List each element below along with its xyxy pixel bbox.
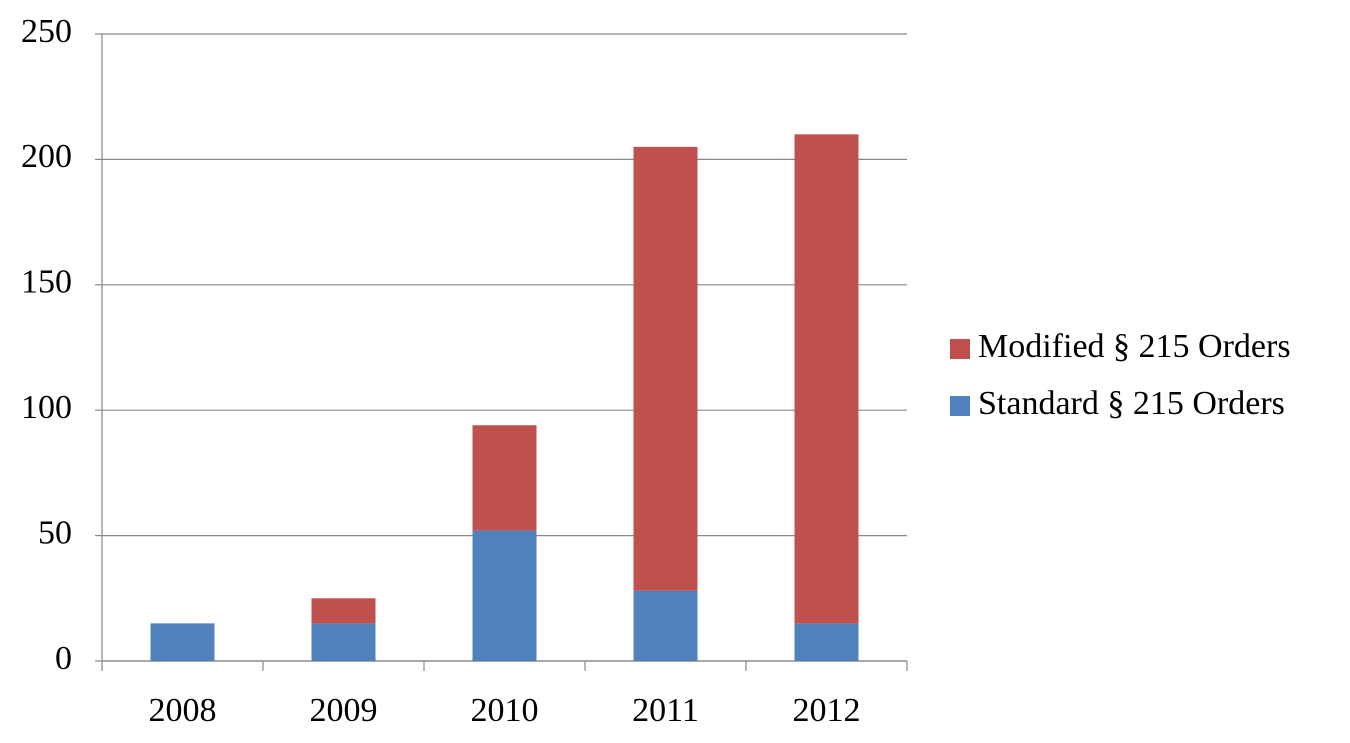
bar-segment xyxy=(633,590,698,661)
x-tick-label: 2010 xyxy=(471,692,539,729)
bar-segment xyxy=(311,623,376,661)
x-tick-label: 2009 xyxy=(310,692,378,729)
legend-label: Modified § 215 Orders xyxy=(978,328,1291,365)
y-tick-label: 50 xyxy=(38,514,72,551)
bar-segment xyxy=(794,623,859,661)
bar-segment xyxy=(633,146,698,591)
bar-segment xyxy=(472,530,537,661)
x-tick-label: 2008 xyxy=(149,692,217,729)
bar-segment xyxy=(150,623,215,661)
y-tick-label: 200 xyxy=(21,138,72,175)
y-tick-label: 250 xyxy=(21,13,72,50)
y-tick-label: 150 xyxy=(21,264,72,301)
bar-segment xyxy=(472,425,537,531)
bar-segment xyxy=(794,134,859,624)
legend-swatch xyxy=(950,396,970,416)
legend-swatch xyxy=(950,339,970,359)
y-tick-label: 0 xyxy=(55,640,72,677)
y-tick-label: 100 xyxy=(21,389,72,426)
x-tick-label: 2011 xyxy=(632,692,699,729)
bar-segment xyxy=(311,598,376,624)
legend-label: Standard § 215 Orders xyxy=(978,385,1285,422)
x-tick-label: 2012 xyxy=(793,692,861,729)
